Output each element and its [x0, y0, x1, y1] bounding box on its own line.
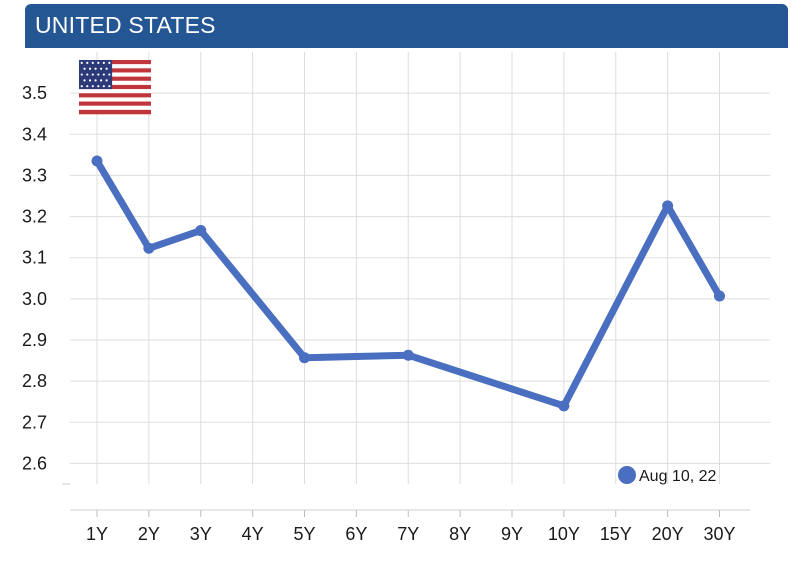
legend[interactable]: Aug 10, 22 [618, 466, 717, 485]
x-axis-ticks: 1Y 2Y 3Y 4Y 5Y 6Y 7Y 8Y 9Y 10Y 15Y 20Y 30Y [86, 524, 736, 544]
y-tick-label: 3.5 [22, 83, 47, 103]
flag-star [94, 79, 97, 82]
y-tick-label: 3.3 [22, 165, 47, 185]
x-tick-label: 10Y [548, 524, 580, 544]
flag-star [102, 61, 105, 65]
data-point [299, 352, 310, 364]
flag-star [97, 85, 100, 88]
flag-star [97, 73, 100, 76]
flag-star [83, 67, 86, 70]
flag-stripe [79, 76, 151, 82]
flag-star [91, 61, 94, 65]
flag-stripe [79, 105, 151, 111]
y-tick-label: 2.8 [22, 371, 47, 391]
y-tick-label: 2.9 [22, 330, 47, 350]
series-line [93, 157, 723, 410]
x-tick-label: 5Y [293, 524, 315, 544]
data-point [558, 400, 570, 412]
flag-stripe [79, 93, 151, 98]
flag-canton [79, 60, 113, 90]
y-tick-label: 3.2 [22, 207, 47, 227]
flag-star [80, 73, 83, 76]
x-tick-label: 9Y [501, 524, 523, 544]
flag-stripe [79, 68, 151, 73]
data-point [402, 349, 414, 361]
flag-star [80, 85, 83, 88]
flag-star [99, 67, 103, 70]
flag-star [108, 61, 111, 65]
chart-header: UNITED STATES [25, 4, 788, 48]
series-layer [91, 155, 725, 412]
x-tick-label: 1Y [86, 524, 108, 544]
flag-stripe [79, 64, 151, 69]
x-tick-label: 8Y [449, 524, 471, 544]
flag-star [108, 73, 111, 76]
flag-stripe [79, 89, 151, 94]
flag-star [88, 79, 92, 82]
y-axis-ticks: 2.6 2.7 2.8 2.9 3.0 3.1 3.2 3.3 3.4 3.5 [22, 83, 47, 473]
data-point [91, 155, 103, 167]
x-tick-label: 15Y [600, 524, 632, 544]
y-tick-label: 2.6 [22, 453, 47, 473]
x-tick-label: 4Y [242, 524, 264, 544]
data-point [143, 242, 155, 254]
y-tick-label: 2.7 [22, 412, 47, 432]
flag-stripe [79, 97, 151, 102]
chart-title: UNITED STATES [35, 12, 216, 38]
x-tick-label: 3Y [190, 524, 212, 544]
legend-marker [618, 466, 636, 484]
flag-star [94, 67, 97, 70]
flag-star [108, 85, 111, 88]
us-flag-icon [79, 60, 151, 115]
flag-stripe [79, 60, 151, 65]
data-point [714, 290, 725, 302]
x-tick-label: 20Y [652, 524, 684, 544]
flag-star [102, 85, 105, 88]
flag-stripe [79, 72, 151, 77]
flag-star [88, 67, 92, 70]
flag-star [86, 73, 89, 76]
flag-stripe [79, 109, 151, 115]
flag-star [86, 85, 89, 88]
flag-stripe [79, 101, 151, 106]
legend-label: Aug 10, 22 [639, 468, 717, 485]
flag-star [91, 85, 94, 88]
x-tick-label: 2Y [138, 524, 160, 544]
y-tick-label: 3.1 [22, 248, 47, 268]
y-tick-label: 3.0 [22, 289, 47, 309]
x-tick-label: 6Y [345, 524, 367, 544]
x-tick-label: 7Y [397, 524, 419, 544]
flag-star [97, 61, 100, 65]
data-point [662, 200, 674, 212]
flag-star [105, 67, 108, 70]
flag-star [80, 61, 83, 65]
flag-star [91, 73, 94, 76]
flag-star [102, 73, 105, 76]
flag-star [105, 79, 108, 82]
grid-lines [70, 52, 770, 484]
flag-star [99, 79, 103, 82]
axes [62, 483, 750, 517]
flag-star [86, 61, 89, 65]
flag-star [83, 79, 86, 82]
flag-stripe [79, 80, 151, 86]
data-point [195, 225, 207, 237]
y-tick-label: 3.4 [22, 124, 47, 144]
x-tick-label: 30Y [703, 524, 735, 544]
flag-stripe [79, 84, 151, 90]
